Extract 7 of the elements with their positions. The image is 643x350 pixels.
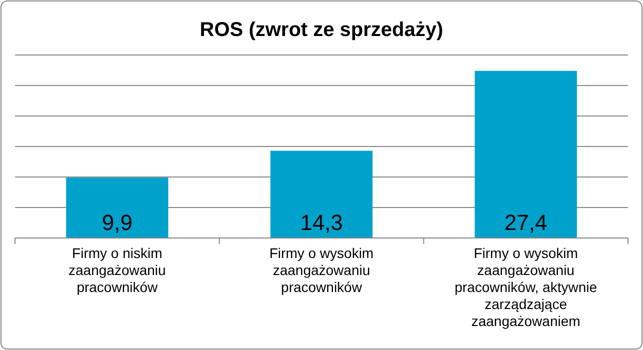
data-label: 14,3 [300, 210, 343, 235]
chart-title: ROS (zwrot ze sprzedaży) [200, 19, 444, 41]
x-tick-label: Firmy o niskim zaangażowaniu pracowników [68, 245, 166, 295]
data-label: 27,4 [504, 210, 548, 235]
data-label: 9,9 [102, 210, 132, 235]
x-tick-label: Firmy o wysokim zaangażowaniu pracowników [269, 245, 374, 295]
x-tick-label: Firmy o wysokim zaangażowaniu pracowników, aktywnie zarządzające zaangażowaniem [454, 245, 598, 329]
